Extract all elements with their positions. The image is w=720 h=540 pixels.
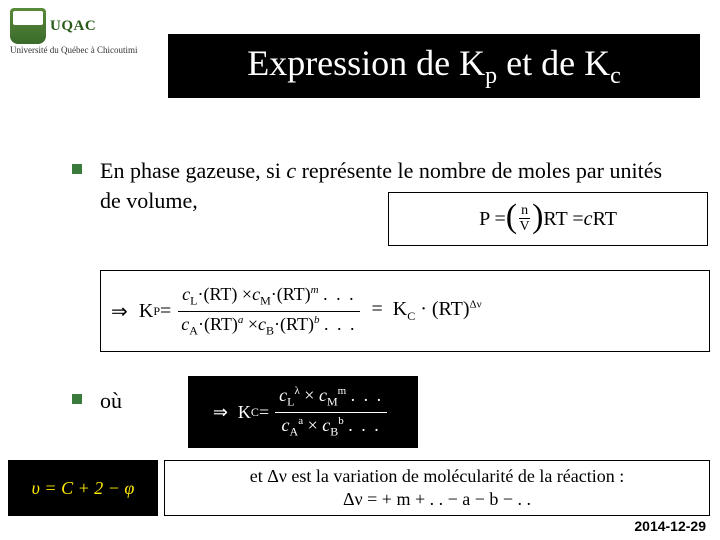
title-box: Expression de Kp et de Kc — [168, 34, 700, 98]
eq1-c: c — [584, 208, 593, 231]
eq1-rt2: RT — [593, 208, 617, 231]
slide-title: Expression de Kp et de Kc — [247, 42, 621, 90]
corner-formula: υ = C + 2 − φ — [8, 460, 158, 516]
eq2-rhs: = KC · (RT)Δν — [366, 298, 481, 324]
eq4-line1: et Δν est la variation de molécularité d… — [165, 465, 709, 488]
eq1-lparen: ( — [506, 198, 517, 236]
title-part2: et de K — [497, 43, 610, 83]
logo: UQAC Université du Québec à Chicoutimi — [10, 8, 150, 56]
title-sub1: p — [485, 63, 497, 89]
bullet-icon — [72, 164, 82, 174]
eq1-rt1: RT = — [543, 208, 583, 231]
equation-kp: ⇒ KP = cL·(RT) ×cM·(RT)m . . . cA·(RT)a … — [100, 270, 710, 352]
ou-label: où — [100, 388, 122, 414]
eq1-rparen: ) — [532, 198, 543, 236]
logo-badge-icon — [10, 8, 46, 44]
eq1-frac: nV — [519, 204, 530, 234]
eq4-line2: Δν = + m + . . − a − b − . . — [165, 488, 709, 511]
eq2-fraction: cL·(RT) ×cM·(RT)m . . . cA·(RT)a ×cB·(RT… — [177, 282, 360, 340]
eq3-fraction: cLλ × cMm . . . cAa × cBb . . . — [275, 383, 387, 441]
equation-pv: P = ( nV ) RT = c RT — [388, 192, 708, 246]
logo-subtitle: Université du Québec à Chicoutimi — [10, 46, 150, 56]
bullet-icon — [72, 394, 82, 404]
eq1-lhs: P = — [479, 208, 506, 231]
equation-delta-nu: et Δν est la variation de molécularité d… — [164, 460, 710, 516]
eq2-imp: ⇒ — [111, 299, 139, 324]
title-sub2: c — [610, 63, 621, 89]
equation-kc: ⇒ KC = cLλ × cMm . . . cAa × cBb . . . — [188, 376, 418, 448]
date-label: 2014-12-29 — [634, 518, 706, 534]
logo-text: UQAC — [50, 18, 96, 35]
title-part1: Expression de K — [247, 43, 485, 83]
